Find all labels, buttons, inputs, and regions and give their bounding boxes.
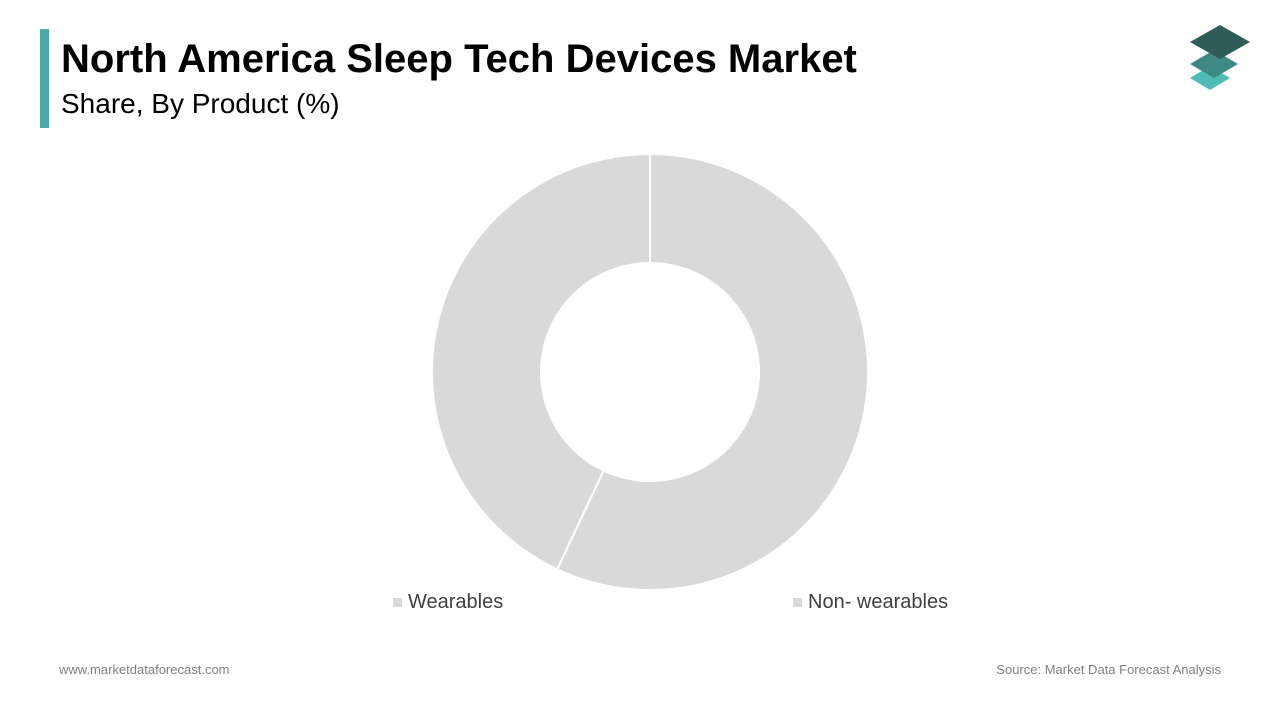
chart-subtitle: Share, By Product (%) bbox=[61, 88, 340, 119]
slice-non-wearables bbox=[555, 152, 869, 591]
logo-layer-top bbox=[1190, 25, 1250, 59]
legend-label-non-wearables: Non- wearables bbox=[808, 591, 949, 613]
slice-wearables bbox=[431, 152, 651, 571]
donut-slices bbox=[431, 152, 869, 591]
footer-source: Source: Market Data Forecast Analysis bbox=[996, 662, 1221, 677]
logo-layer-middle bbox=[1190, 50, 1238, 78]
legend-swatch-non-wearables bbox=[793, 597, 802, 607]
legend-swatch-wearables bbox=[393, 597, 402, 607]
chart-title: North America Sleep Tech Devices Market bbox=[61, 37, 857, 81]
legend-entry-wearables: Wearables bbox=[393, 590, 503, 614]
stacked-layers-icon bbox=[1190, 25, 1250, 90]
footer-website: www.marketdataforecast.com bbox=[59, 662, 230, 677]
legend-label-wearables: Wearables bbox=[408, 591, 504, 613]
title-accent-bar bbox=[40, 29, 49, 128]
legend-entry-non-wearables: Non- wearables bbox=[793, 590, 948, 614]
